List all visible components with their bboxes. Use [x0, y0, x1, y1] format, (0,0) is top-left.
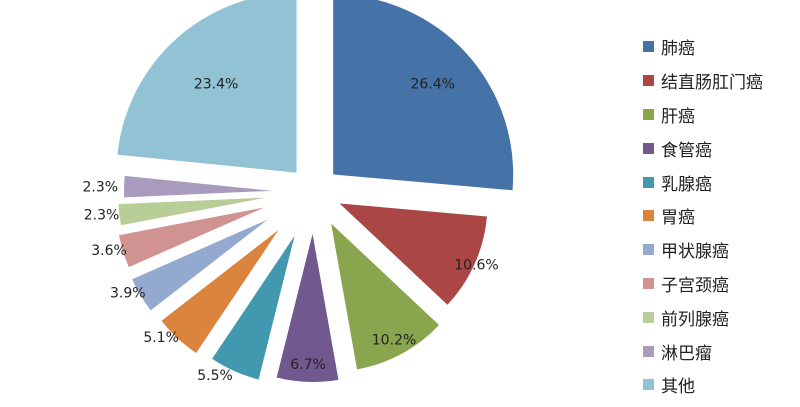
data-label-3: 10.2% [372, 333, 416, 349]
legend-swatch [643, 277, 654, 289]
data-label-1: 26.4% [410, 76, 454, 92]
legend-item-3: 肝癌 [643, 98, 763, 132]
pie-slice-7 [132, 219, 268, 311]
pie-slice-5 [212, 235, 295, 380]
legend-swatch [643, 108, 654, 120]
legend-swatch [643, 311, 654, 323]
legend-swatch [643, 210, 654, 222]
legend-item-11: 其他 [643, 368, 763, 402]
legend-label: 乳腺癌 [661, 174, 712, 195]
legend-swatch [643, 41, 654, 53]
data-label-8: 3.6% [91, 243, 127, 259]
legend-label: 肝癌 [661, 106, 695, 127]
legend-label: 甲状腺癌 [661, 242, 729, 263]
pie-slice-8 [118, 207, 265, 268]
legend-label: 肺癌 [661, 39, 695, 60]
legend-swatch [643, 345, 654, 357]
pie-slice-10 [124, 175, 273, 198]
legend-item-2: 结直肠肛门癌 [643, 64, 763, 98]
legend-item-7: 甲状腺癌 [643, 233, 763, 267]
data-label-10: 2.3% [83, 179, 119, 195]
pie-slice-9 [118, 197, 267, 226]
legend-swatch [643, 176, 654, 188]
legend-swatch [643, 379, 654, 391]
data-label-11: 23.4% [194, 77, 238, 93]
legend-label: 淋巴瘤 [661, 343, 712, 364]
legend-label: 子宫颈癌 [661, 275, 729, 296]
legend-item-9: 前列腺癌 [643, 300, 763, 334]
pie-slice-3 [331, 223, 440, 370]
pie-slice-1 [333, 0, 514, 191]
pie-slice-6 [161, 230, 279, 353]
legend-swatch [643, 75, 654, 87]
legend-item-4: 食管癌 [643, 131, 763, 165]
legend-label: 胃癌 [661, 208, 695, 229]
pie-data-labels: 26.4% 10.6% 10.2% 6.7% 5.5% 5.1% 3.9% 3.6% 2.3% 2… [83, 76, 499, 384]
data-label-2: 10.6% [454, 258, 498, 274]
data-label-7: 3.9% [110, 285, 146, 301]
data-label-6: 5.1% [143, 330, 179, 346]
legend-item-8: 子宫颈癌 [643, 267, 763, 301]
pie-slice-11 [117, 0, 297, 173]
legend-label: 食管癌 [661, 140, 712, 161]
legend-item-1: 肺癌 [643, 30, 763, 64]
legend-swatch [643, 244, 654, 256]
legend-swatch [643, 142, 654, 154]
legend-item-10: 淋巴瘤 [643, 334, 763, 368]
chart-legend: 肺癌结直肠肛门癌 肝癌食管癌乳腺癌胃癌甲状腺癌子宫颈癌前列腺癌淋巴瘤其他 [643, 30, 763, 402]
legend-item-6: 胃癌 [643, 199, 763, 233]
data-label-5: 5.5% [197, 368, 233, 384]
data-label-9: 2.3% [84, 208, 120, 224]
legend-label: 其他 [661, 377, 695, 398]
legend-label: 前列腺癌 [661, 309, 729, 330]
data-label-4: 6.7% [290, 357, 326, 373]
legend-label: 结直肠肛门癌 [661, 73, 763, 94]
legend-item-5: 乳腺癌 [643, 165, 763, 199]
pie-slice-4 [276, 233, 339, 382]
pie-slice-2 [339, 203, 487, 305]
pie-slices [117, 0, 514, 382]
